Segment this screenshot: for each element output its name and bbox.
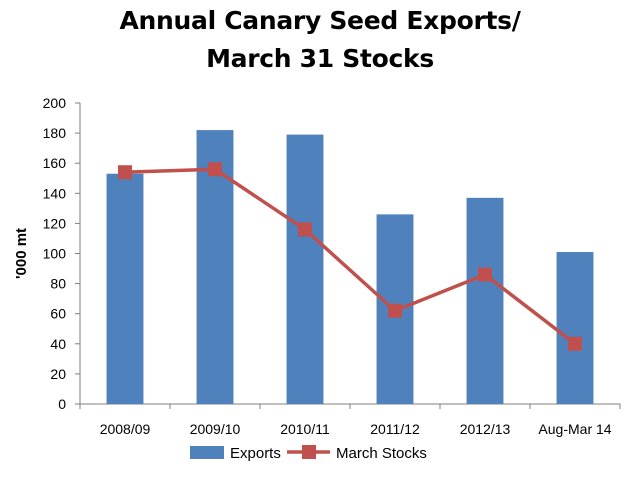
line-march-stocks (124, 167, 577, 346)
bar-exports (466, 197, 504, 404)
x-tick-label: 2012/13 (460, 421, 511, 437)
y-tick-label: 0 (58, 396, 66, 412)
x-tick-label: 2010/11 (280, 421, 330, 437)
marker-march-stocks (298, 222, 312, 237)
marker-march-stocks (118, 165, 132, 180)
y-tick-label: 20 (50, 366, 66, 382)
bar-exports (106, 173, 144, 404)
x-tick-label: 2011/12 (370, 421, 420, 437)
y-tick-label: 180 (43, 125, 67, 141)
legend-label-march-stocks: March Stocks (336, 445, 427, 462)
y-axis-label: '000 mt (13, 228, 30, 279)
y-tick-label: 200 (43, 95, 67, 111)
legend-swatch-exports (190, 446, 224, 459)
bar-exports (286, 134, 324, 405)
legend-marker-march-stocks (302, 445, 316, 459)
y-tick-label: 40 (50, 336, 66, 352)
y-tick-label: 60 (50, 306, 66, 322)
chart-title-line-2: March 31 Stocks (206, 44, 434, 73)
chart-title-line-1: Annual Canary Seed Exports/ (119, 6, 521, 35)
marker-march-stocks (388, 303, 402, 318)
marker-march-stocks (568, 336, 582, 351)
bar-exports (556, 251, 594, 404)
y-tick-label: 120 (43, 215, 67, 231)
legend-label-exports: Exports (230, 445, 281, 462)
x-tick-label: Aug-Mar 14 (538, 421, 611, 437)
y-tick-label: 160 (43, 155, 67, 171)
marker-march-stocks (208, 162, 222, 177)
x-tick-label: 2009/10 (190, 421, 241, 437)
marker-march-stocks (478, 267, 492, 282)
y-tick-label: 100 (43, 246, 67, 262)
x-tick-label: 2008/09 (100, 421, 151, 437)
y-tick-label: 80 (50, 276, 66, 292)
y-tick-label: 140 (43, 185, 67, 201)
